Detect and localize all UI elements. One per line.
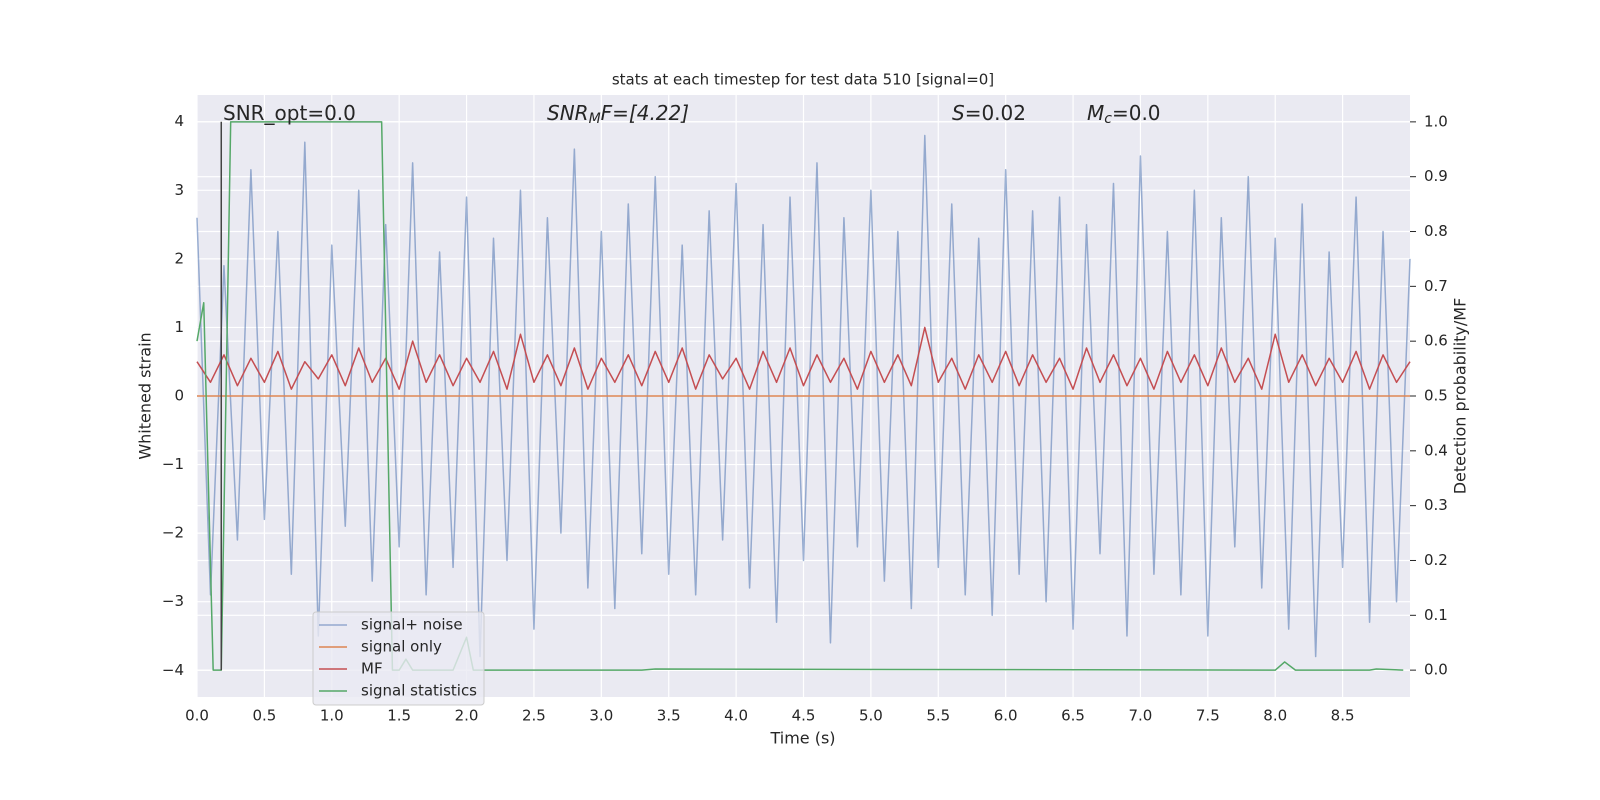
x-tick-label: 0.0	[185, 707, 209, 725]
x-tick-label: 7.0	[1129, 707, 1153, 725]
annotation: SNRMF=[4.22]	[547, 101, 689, 128]
x-tick-label: 5.5	[926, 707, 950, 725]
legend-label: signal statistics	[361, 682, 477, 700]
legend: signal+ noise signal only MF signal statist…	[312, 611, 485, 706]
x-tick-label: 8.5	[1331, 707, 1355, 725]
y-tick-label: 0	[174, 387, 184, 405]
legend-label: MF	[361, 660, 383, 678]
annotation-rest: F=[4.22]	[601, 101, 689, 125]
y-tick-label: −2	[162, 524, 184, 542]
chart-title: stats at each timestep for test data 510…	[612, 71, 994, 89]
y-tick-label: 2	[174, 249, 184, 267]
series-line	[196, 134, 1411, 658]
x-tick-label: 3.5	[657, 707, 681, 725]
x-tick-label: 6.0	[994, 707, 1018, 725]
annotation-base: M	[1087, 101, 1104, 125]
y2-tick-label: 0.1	[1424, 606, 1448, 624]
y-tick-label: 4	[174, 112, 184, 130]
x-tick-label: 4.0	[724, 707, 748, 725]
annotation: SNR_opt=0.0	[223, 101, 356, 125]
annotation-sub: M	[589, 111, 601, 127]
annotations: SNR_opt=0.0 SNRMF=[4.22] S=0.02 Mc=0.0	[223, 101, 1161, 128]
x-tick-label: 3.0	[589, 707, 613, 725]
y2-tick-label: 0.7	[1424, 277, 1448, 295]
legend-label: signal+ noise	[361, 616, 463, 634]
annotation-base: S	[952, 101, 965, 125]
y-axis-label: Whitened strain	[136, 332, 155, 459]
y2-tick-label: 0.9	[1424, 167, 1448, 185]
y-tick-label: −3	[162, 592, 184, 610]
y-tick-label: −4	[162, 661, 184, 679]
y-tick-label: 1	[174, 318, 184, 336]
x-tick-label: 0.5	[252, 707, 276, 725]
x-tick-label: 5.0	[859, 707, 883, 725]
y2-tick-label: 0.8	[1424, 222, 1448, 240]
x-tick-label: 6.5	[1061, 707, 1085, 725]
annotation-base: SNR	[547, 101, 589, 125]
annotation: S=0.02	[952, 101, 1026, 125]
x-tick-label: 1.0	[320, 707, 344, 725]
y2-tick-label: 0.5	[1424, 387, 1448, 405]
y-tick-label: −1	[162, 455, 184, 473]
legend-box	[312, 611, 485, 706]
x-axis-label: Time (s)	[769, 729, 835, 748]
x-tick-label: 2.5	[522, 707, 546, 725]
x-tick-label: 2.0	[455, 707, 479, 725]
y2-tick-label: 0.6	[1424, 332, 1448, 350]
y2-tick-label: 0.0	[1424, 661, 1448, 679]
annotation: Mc=0.0	[1087, 101, 1161, 128]
annotation-text: SNR_opt=0.0	[223, 101, 356, 125]
x-tick-label: 8.0	[1263, 707, 1287, 725]
annotation-rest: =0.0	[1112, 101, 1161, 125]
annotation-rest: =0.02	[965, 101, 1026, 125]
series-line	[196, 326, 1411, 390]
y2-tick-label: 0.2	[1424, 551, 1448, 569]
y2-tick-label: 0.3	[1424, 496, 1448, 514]
y-tick-label: 3	[174, 181, 184, 199]
x-tick-label: 4.5	[792, 707, 816, 725]
y2-tick-label: 1.0	[1424, 112, 1448, 130]
legend-label: signal only	[361, 638, 442, 656]
y2-tick-label: 0.4	[1424, 441, 1448, 459]
x-tick-label: 1.5	[387, 707, 411, 725]
y2-axis-label: Detection probability/MF	[1451, 298, 1470, 495]
x-tick-label: 7.5	[1196, 707, 1220, 725]
annotation-sub: c	[1104, 111, 1112, 127]
